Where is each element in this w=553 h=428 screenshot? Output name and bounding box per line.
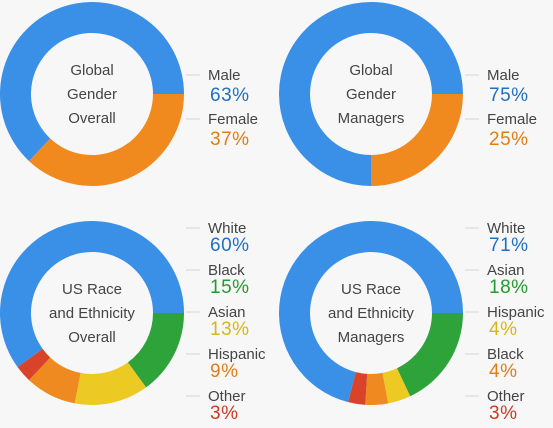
legend-label-male: Male <box>208 67 241 84</box>
slice-hispanic <box>29 357 81 404</box>
legend-value-male: 63% <box>210 85 250 106</box>
legend-value-female: 37% <box>210 129 250 150</box>
legend-value-asian: 18% <box>489 277 529 298</box>
slice-female <box>29 94 185 187</box>
chart-center-title: Overall <box>68 110 116 127</box>
slice-white <box>0 220 184 368</box>
legend-label-male: Male <box>487 67 520 84</box>
chart-center-title: Global <box>349 62 392 79</box>
slice-male <box>0 2 184 162</box>
legend-label-hispanic: Hispanic <box>487 304 545 321</box>
chart-center-title: Managers <box>338 329 405 346</box>
legend-value-white: 71% <box>489 235 529 256</box>
slice-asian <box>396 313 463 397</box>
legend-label-female: Female <box>487 111 537 128</box>
legend-value-asian: 13% <box>210 319 250 340</box>
legend-value-other: 3% <box>489 403 517 424</box>
slice-black <box>127 313 184 388</box>
legend-value-female: 25% <box>489 129 529 150</box>
chart-center-title: Gender <box>346 86 396 103</box>
slice-other <box>348 372 368 405</box>
slice-black <box>365 372 389 405</box>
legend-value-hispanic: 9% <box>210 361 238 382</box>
chart-center-title: and Ethnicity <box>328 305 414 322</box>
legend-label-hispanic: Hispanic <box>208 346 266 363</box>
slice-female <box>371 94 464 186</box>
legend-value-black: 15% <box>210 277 250 298</box>
legend-label-asian: Asian <box>208 304 246 321</box>
chart-center-title: Overall <box>68 329 116 346</box>
slice-male <box>279 2 463 186</box>
legend-value-other: 3% <box>210 403 238 424</box>
slice-other <box>17 348 51 381</box>
chart-center-title: Global <box>70 62 113 79</box>
legend-value-male: 75% <box>489 85 529 106</box>
chart-center-title: US Race <box>341 281 401 298</box>
legend-label-female: Female <box>208 111 258 128</box>
slice-hispanic <box>382 368 411 404</box>
legend-value-hispanic: 4% <box>489 319 517 340</box>
legend-label-asian: Asian <box>487 262 525 279</box>
legend-value-white: 60% <box>210 235 250 256</box>
legend-label-black: Black <box>487 346 524 363</box>
legend-label-black: Black <box>208 262 245 279</box>
legend-label-white: White <box>208 220 246 237</box>
legend-value-black: 4% <box>489 361 517 382</box>
legend-label-white: White <box>487 220 525 237</box>
chart-center-title: Gender <box>67 86 117 103</box>
chart-center-title: US Race <box>62 281 122 298</box>
slice-white <box>279 221 463 403</box>
legend-label-other: Other <box>487 388 525 405</box>
legend-label-other: Other <box>208 388 246 405</box>
chart-center-title: and Ethnicity <box>49 305 135 322</box>
chart-center-title: Managers <box>338 110 405 127</box>
slice-asian <box>74 362 147 405</box>
